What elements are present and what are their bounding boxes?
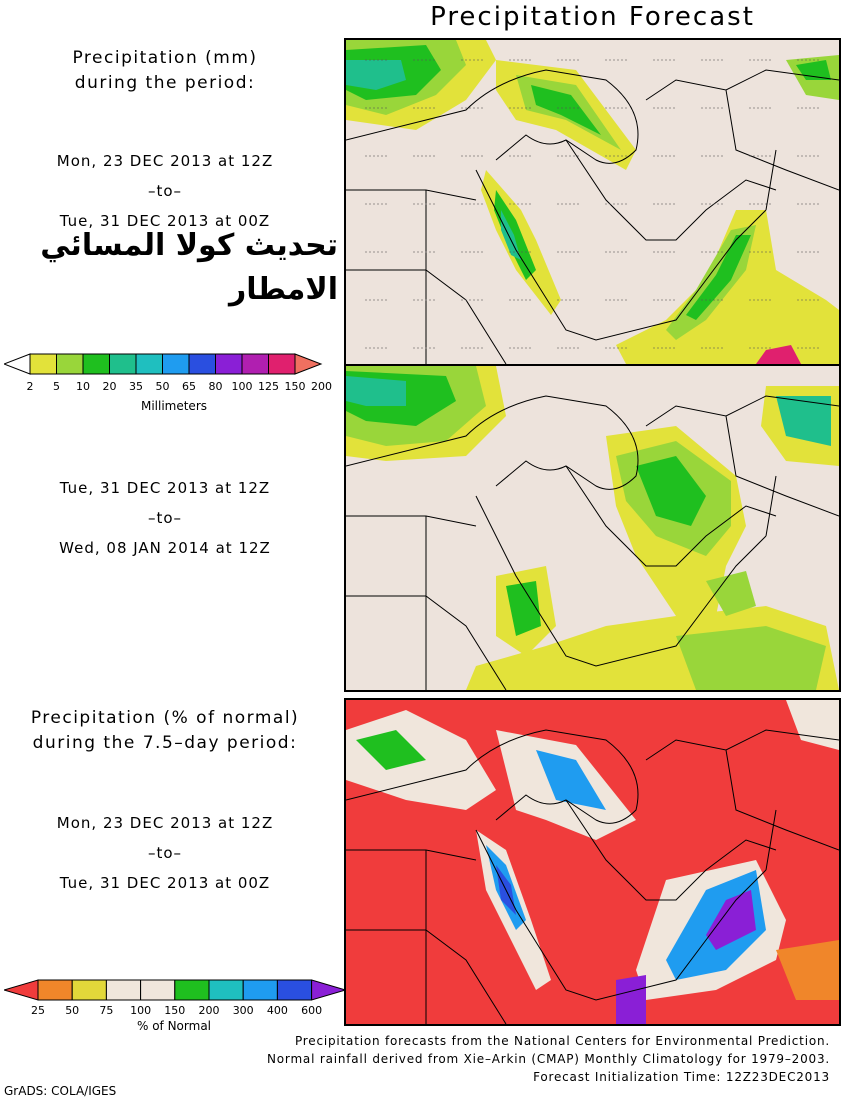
period1-sep: –to– [147,182,183,200]
pct-colorbar-tick: 25 [31,1004,45,1017]
page-title: Precipitation Forecast [430,2,755,32]
amount-heading-line2: during the period: [74,73,256,93]
mm-colorbar-swatch [215,353,243,375]
pct-colorbar-tick: 400 [267,1004,288,1017]
period3-to: Tue, 31 DEC 2013 at 00Z [59,874,271,892]
mm-colorbar-tick: 80 [209,380,223,393]
pct-colorbar-tick: 50 [65,1004,79,1017]
amount-heading: Precipitation (mm) during the period: [0,46,330,96]
mm-colorbar-tick: 125 [258,380,279,393]
pct-colorbar-tick: 150 [164,1004,185,1017]
grads-credit: GrADS: COLA/IGES [4,1084,117,1098]
mm-colorbar-tick: 2 [27,380,34,393]
pct-colorbar-swatch [37,979,73,1001]
pct-colorbar-swatch [105,979,142,1001]
mm-colorbar-tick: 150 [285,380,306,393]
period3-sep: –to– [147,844,183,862]
mm-colorbar-tick: 65 [182,380,196,393]
amount-heading-line1: Precipitation (mm) [72,48,258,68]
period1-from: Mon, 23 DEC 2013 at 12Z [56,152,274,170]
mm-colorbar: 2 5 10 20 35 50 65 80 100 125 150 200 [4,353,332,393]
mm-colorbar-swatch [135,353,163,375]
pct-legend-unit: % of Normal [136,1019,211,1033]
pct-colorbar-tick: 300 [233,1004,254,1017]
pct-heading-line2: during the 7.5–day period: [32,733,298,753]
map-panel-week2-mm [344,364,841,692]
mm-colorbar-swatch [29,353,57,375]
pct-colorbar-swatch [276,979,313,1001]
footer-line1: Precipitation forecasts from the Nationa… [294,1034,830,1048]
pct-colorbar-swatch [140,979,176,1001]
mm-colorbar-swatch [56,353,84,375]
mm-colorbar-swatch [268,353,296,375]
map-panel-percent-normal [344,698,841,1026]
mm-colorbar-tick: 20 [103,380,117,393]
mm-colorbar-swatch [109,353,137,375]
period3-from: Mon, 23 DEC 2013 at 12Z [56,814,274,832]
mm-colorbar-tick: 100 [232,380,253,393]
mm-colorbar-tick: 10 [76,380,90,393]
pct-colorbar-swatch [242,979,278,1001]
pct-colorbar-tick: 100 [130,1004,151,1017]
period2-from: Tue, 31 DEC 2013 at 12Z [59,479,271,497]
mm-colorbar-tick: 200 [311,380,332,393]
mm-colorbar-swatch [82,353,110,375]
period2-sep: –to– [147,509,183,527]
pct-heading: Precipitation (% of normal) during the 7… [0,706,330,756]
mm-colorbar-swatch [162,353,190,375]
mm-colorbar-tick: 5 [53,380,60,393]
mm-colorbar-swatch [188,353,216,375]
mm-colorbar-swatch [241,353,269,375]
period2-to: Wed, 08 JAN 2014 at 12Z [59,539,271,557]
pct-colorbar: 25 50 75 100 150 200 300 400 600 [4,979,346,1017]
mm-colorbar-tick: 35 [129,380,143,393]
arabic-title-line1: تحديث كولا المسائي [40,228,338,263]
pct-colorbar-tick: 200 [199,1004,220,1017]
footer-line2: Normal rainfall derived from Xie–Arkin (… [267,1052,830,1066]
mm-legend-unit: Millimeters [140,399,208,413]
pct-colorbar-swatch [208,979,244,1001]
pct-colorbar-tick: 600 [301,1004,322,1017]
arabic-title-line2: الامطار [229,272,338,307]
mm-colorbar-tick: 50 [156,380,170,393]
pct-colorbar-swatch [174,979,210,1001]
pct-colorbar-swatch [71,979,107,1001]
mm-colorbar-arrow [294,353,323,375]
period1-to: Tue, 31 DEC 2013 at 00Z [59,212,271,230]
footer-line3: Forecast Initialization Time: 12Z23DEC20… [533,1070,830,1084]
map-panel-week1-mm [344,38,841,366]
pct-colorbar-tick: 75 [99,1004,113,1017]
pct-heading-line1: Precipitation (% of normal) [30,708,300,728]
